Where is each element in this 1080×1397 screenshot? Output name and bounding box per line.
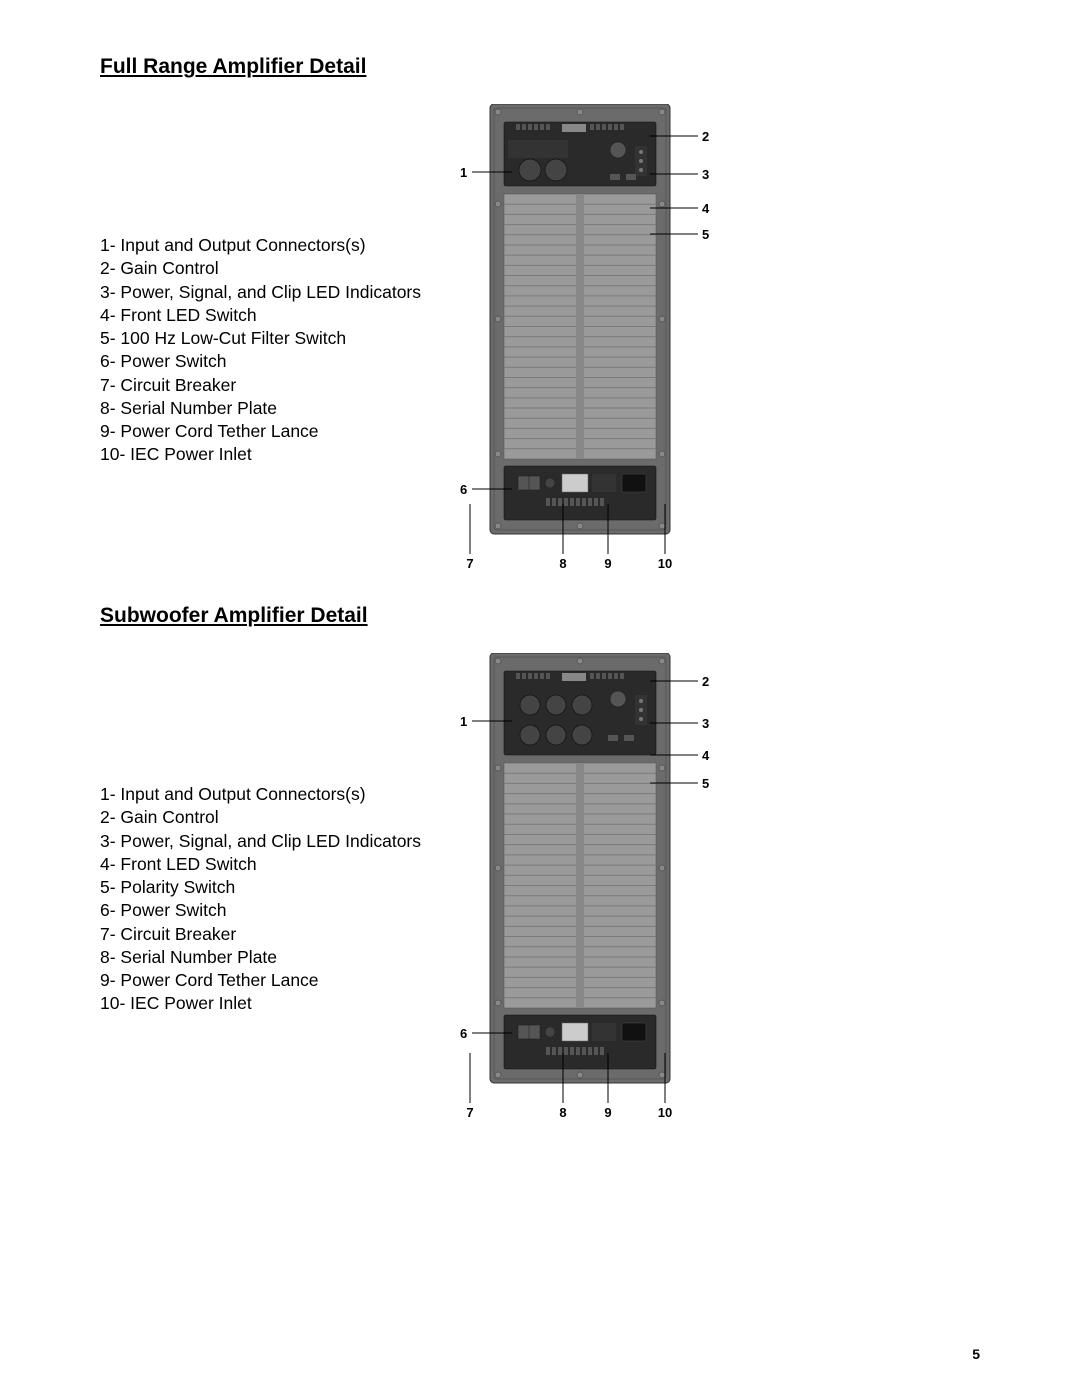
svg-text:8: 8: [559, 1105, 566, 1120]
svg-text:9: 9: [604, 1105, 611, 1120]
legend-item: 7- Circuit Breaker: [100, 374, 420, 397]
legend-item: 4- Front LED Switch: [100, 853, 420, 876]
svg-text:7: 7: [466, 1105, 473, 1120]
svg-text:7: 7: [466, 556, 473, 571]
section-title: Subwoofer Amplifier Detail: [100, 604, 980, 628]
legend-list: 1- Input and Output Connectors(s) 2- Gai…: [100, 653, 420, 1016]
page: Full Range Amplifier Detail 1- Input and…: [0, 0, 1080, 1397]
legend-item: 1- Input and Output Connectors(s): [100, 234, 420, 257]
section-full-range: Full Range Amplifier Detail 1- Input and…: [100, 55, 980, 574]
svg-text:8: 8: [559, 556, 566, 571]
svg-text:10: 10: [658, 556, 672, 571]
legend-item: 9- Power Cord Tether Lance: [100, 420, 420, 443]
legend-item: 2- Gain Control: [100, 257, 420, 280]
legend-item: 8- Serial Number Plate: [100, 397, 420, 420]
svg-text:2: 2: [702, 129, 709, 144]
amplifier-panel-svg: 1 6 2 3 4 5 7 8 9 10: [460, 104, 720, 574]
svg-text:3: 3: [702, 716, 709, 731]
svg-text:10: 10: [658, 1105, 672, 1120]
legend-item: 10- IEC Power Inlet: [100, 992, 420, 1015]
svg-text:9: 9: [604, 556, 611, 571]
legend-item: 10- IEC Power Inlet: [100, 443, 420, 466]
diagram-subwoofer: 1 6 2 3 4 5 7 8 9 10: [460, 653, 720, 1123]
svg-text:6: 6: [460, 482, 467, 497]
svg-text:1: 1: [460, 165, 467, 180]
svg-text:3: 3: [702, 167, 709, 182]
svg-text:1: 1: [460, 714, 467, 729]
diagram-full-range: 1 6 2 3 4 5 7 8 9 10: [460, 104, 720, 574]
legend-item: 2- Gain Control: [100, 806, 420, 829]
legend-item: 5- Polarity Switch: [100, 876, 420, 899]
legend-item: 3- Power, Signal, and Clip LED Indicator…: [100, 281, 420, 304]
legend-item: 6- Power Switch: [100, 350, 420, 373]
section-title: Full Range Amplifier Detail: [100, 55, 980, 79]
section-subwoofer: Subwoofer Amplifier Detail 1- Input and …: [100, 604, 980, 1123]
legend-item: 6- Power Switch: [100, 899, 420, 922]
legend-item: 9- Power Cord Tether Lance: [100, 969, 420, 992]
legend-item: 3- Power, Signal, and Clip LED Indicator…: [100, 830, 420, 853]
section-body: 1- Input and Output Connectors(s) 2- Gai…: [100, 653, 980, 1123]
legend-item: 8- Serial Number Plate: [100, 946, 420, 969]
legend-list: 1- Input and Output Connectors(s) 2- Gai…: [100, 104, 420, 467]
legend-item: 1- Input and Output Connectors(s): [100, 783, 420, 806]
section-body: 1- Input and Output Connectors(s) 2- Gai…: [100, 104, 980, 574]
legend-item: 7- Circuit Breaker: [100, 923, 420, 946]
legend-item: 4- Front LED Switch: [100, 304, 420, 327]
svg-text:4: 4: [702, 748, 710, 763]
svg-text:6: 6: [460, 1026, 467, 1041]
page-number: 5: [972, 1346, 980, 1362]
svg-text:5: 5: [702, 227, 709, 242]
svg-text:2: 2: [702, 674, 709, 689]
svg-text:4: 4: [702, 201, 710, 216]
amplifier-panel-svg: 1 6 2 3 4 5 7 8 9 10: [460, 653, 720, 1123]
svg-text:5: 5: [702, 776, 709, 791]
legend-item: 5- 100 Hz Low-Cut Filter Switch: [100, 327, 420, 350]
